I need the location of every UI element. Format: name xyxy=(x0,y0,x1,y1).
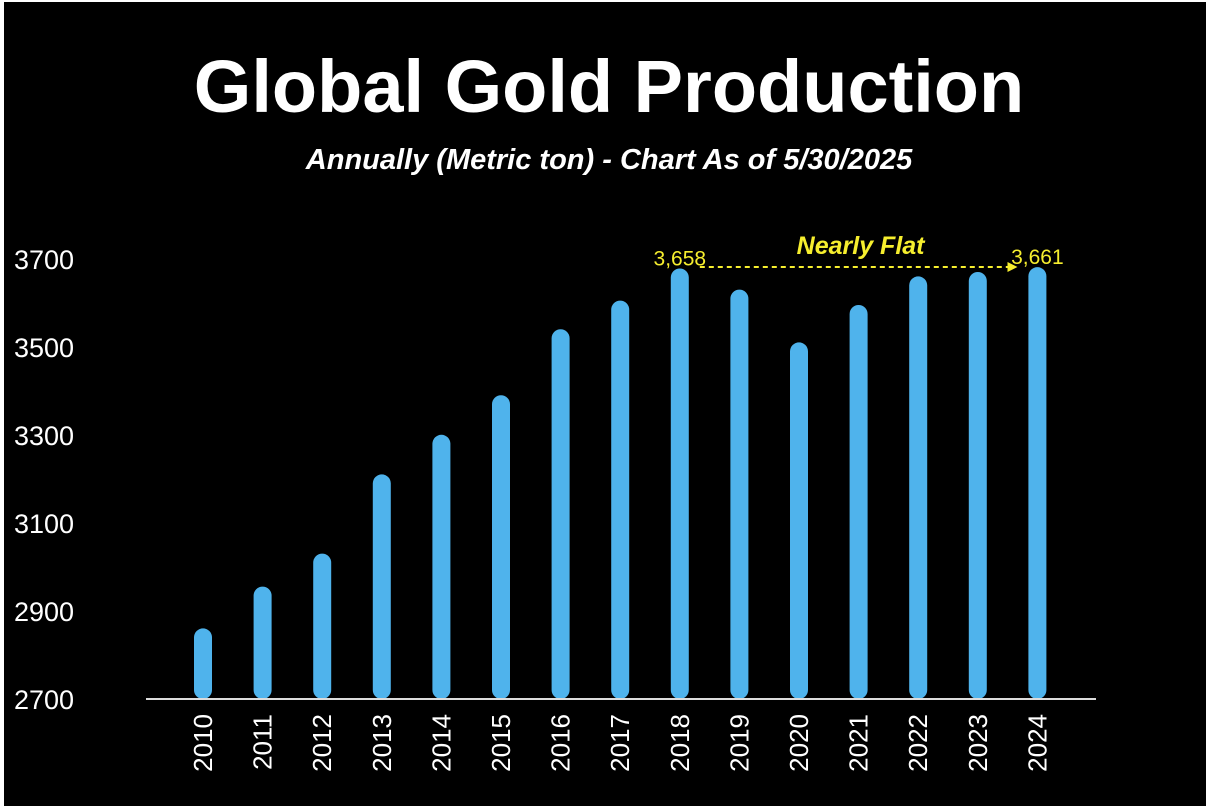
x-tick-label: 2014 xyxy=(426,714,456,772)
bar-2021 xyxy=(849,305,868,699)
bar-2020 xyxy=(790,342,808,699)
x-tick-label: 2015 xyxy=(486,714,516,772)
baseline-mask xyxy=(146,699,1096,719)
x-tick-label: 2017 xyxy=(605,714,635,772)
bar-2012 xyxy=(313,553,332,699)
bar-2024 xyxy=(1028,267,1047,699)
x-tick-label: 2013 xyxy=(367,714,397,772)
y-tick-label: 2700 xyxy=(14,685,74,715)
x-tick-label: 2018 xyxy=(665,714,695,772)
y-axis: 3700 3500 3300 3100 2900 2700 xyxy=(14,245,74,715)
bar-2014 xyxy=(432,434,451,699)
bar-2015 xyxy=(492,395,510,699)
bar-2011 xyxy=(253,586,272,699)
chart-frame: Global Gold Production Annually (Metric … xyxy=(4,2,1206,806)
chart-subtitle: Annually (Metric ton) - Chart As of 5/30… xyxy=(305,144,913,176)
bar-2016 xyxy=(551,329,570,699)
x-tick-label: 2019 xyxy=(724,714,754,772)
x-tick-label: 2010 xyxy=(188,714,218,772)
bars xyxy=(146,267,1096,719)
y-tick-label: 3500 xyxy=(14,333,74,363)
data-label-2018: 3,658 xyxy=(654,247,707,270)
y-tick-label: 3300 xyxy=(14,421,74,451)
bar-2017 xyxy=(611,300,630,699)
chart-title: Global Gold Production xyxy=(193,45,1025,128)
data-label-2024: 3,661 xyxy=(1011,246,1064,269)
x-tick-label: 2021 xyxy=(844,714,874,772)
bar-2010 xyxy=(194,628,212,699)
y-tick-label: 3100 xyxy=(14,509,74,539)
x-tick-label: 2016 xyxy=(546,714,576,772)
x-tick-label: 2022 xyxy=(903,714,933,772)
x-tick-label: 2020 xyxy=(784,714,814,772)
y-tick-label: 2900 xyxy=(14,597,74,627)
x-tick-label: 2024 xyxy=(1022,714,1052,772)
bar-2023 xyxy=(968,272,987,699)
bar-2022 xyxy=(909,276,928,699)
bar-2018 xyxy=(670,268,689,699)
x-tick-label: 2011 xyxy=(248,714,278,770)
x-axis: 2010 2011 2012 2013 2014 2015 2016 2017 2018 2019… xyxy=(146,698,1096,772)
x-tick-label: 2012 xyxy=(307,714,337,772)
annotations: 3,658 3,661 Nearly Flat xyxy=(654,232,1064,272)
x-tick-label: 2023 xyxy=(963,714,993,772)
y-tick-label: 3700 xyxy=(14,245,74,275)
bar-2019 xyxy=(730,289,749,699)
nearly-flat-annotation: Nearly Flat xyxy=(797,232,927,260)
bar-2013 xyxy=(372,474,391,699)
